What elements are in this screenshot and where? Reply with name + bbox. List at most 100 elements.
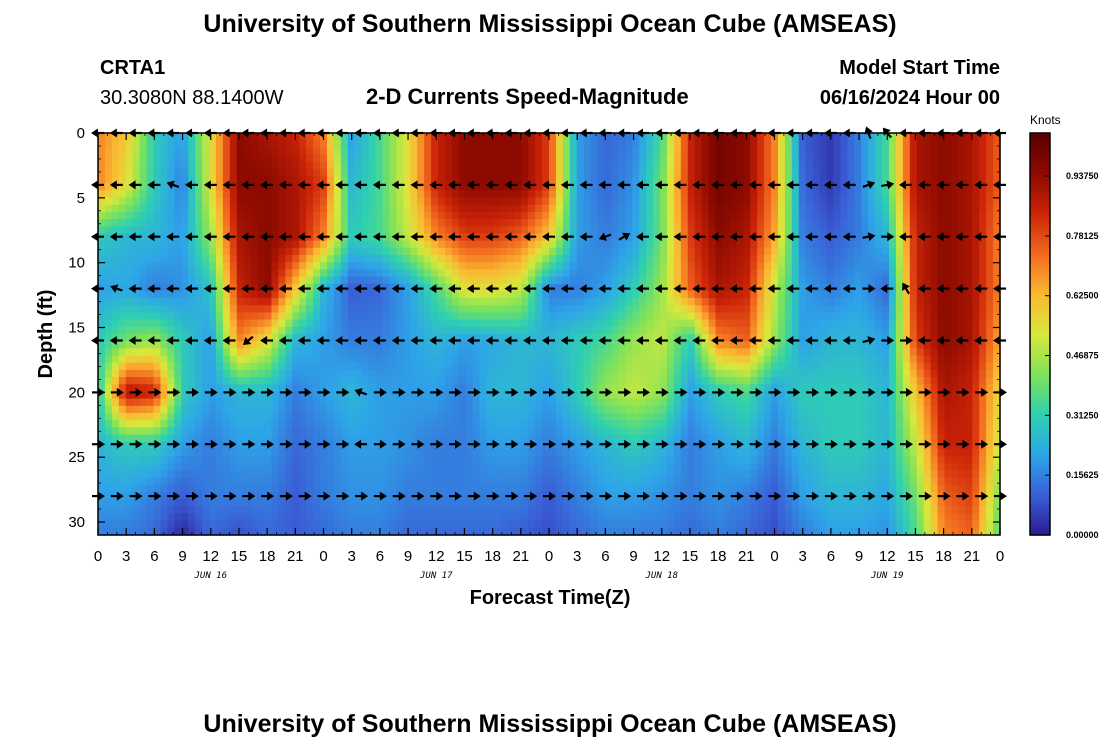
heat-cell xyxy=(930,147,939,156)
heat-cell xyxy=(625,190,633,199)
heat-cell xyxy=(868,384,876,393)
heat-cell xyxy=(590,133,599,141)
heat-cell xyxy=(382,240,391,249)
heat-cell xyxy=(819,197,828,206)
heat-cell xyxy=(882,240,890,249)
heat-cell xyxy=(313,384,321,393)
heat-cell xyxy=(979,319,987,328)
heat-cell xyxy=(937,161,946,170)
heat-cell xyxy=(701,398,710,407)
heat-cell xyxy=(306,290,314,299)
heat-cell xyxy=(569,312,578,321)
heat-cell xyxy=(160,240,168,249)
heat-cell xyxy=(562,255,571,263)
heat-cell xyxy=(750,326,758,335)
heat-cell xyxy=(153,405,162,414)
heat-cell xyxy=(236,226,245,235)
heat-cell xyxy=(278,140,286,148)
heat-cell xyxy=(979,312,987,321)
heat-cell xyxy=(278,312,286,321)
heat-cell xyxy=(944,334,953,342)
heat-cell xyxy=(819,255,828,263)
heat-cell xyxy=(320,290,328,299)
heat-cell xyxy=(784,348,793,357)
heat-cell xyxy=(930,262,939,270)
heat-cell xyxy=(354,348,363,357)
heat-cell xyxy=(111,312,120,321)
heat-cell xyxy=(243,204,252,213)
heat-cell xyxy=(784,384,793,393)
heat-cell xyxy=(535,283,543,292)
heat-cell xyxy=(549,276,557,285)
heat-cell xyxy=(354,298,363,306)
heat-cell xyxy=(174,326,182,335)
heat-cell xyxy=(618,341,626,349)
heat-cell xyxy=(326,369,335,378)
heat-cell xyxy=(417,204,425,213)
heat-cell xyxy=(139,219,148,227)
heat-cell xyxy=(104,219,113,227)
heat-cell xyxy=(458,348,467,357)
heat-cell xyxy=(417,262,425,270)
heat-cell xyxy=(673,362,682,371)
heat-cell xyxy=(555,326,564,335)
heat-cell xyxy=(181,312,189,321)
heat-cell xyxy=(902,276,911,285)
heat-cell xyxy=(299,140,307,148)
heat-cell xyxy=(306,211,314,220)
heat-cell xyxy=(285,183,293,192)
heat-cell xyxy=(285,255,293,263)
heat-cell xyxy=(375,298,384,306)
heat-cell xyxy=(354,398,363,407)
heat-cell xyxy=(389,398,397,407)
heat-cell xyxy=(493,211,502,220)
heat-cell xyxy=(472,369,481,378)
heat-cell xyxy=(375,290,384,299)
heat-cell xyxy=(757,226,765,235)
heat-cell xyxy=(660,211,668,220)
heat-cell xyxy=(354,276,363,285)
heat-cell xyxy=(486,348,495,357)
heat-cell xyxy=(812,341,821,349)
heat-cell xyxy=(764,255,772,263)
heat-cell xyxy=(236,269,245,278)
heat-cell xyxy=(500,226,508,235)
heat-cell xyxy=(771,219,779,227)
heat-cell xyxy=(104,226,113,235)
heat-cell xyxy=(493,176,502,184)
heat-cell xyxy=(833,298,842,306)
heat-cell xyxy=(500,211,508,220)
heat-cell xyxy=(812,319,821,328)
heat-cell xyxy=(694,247,703,256)
heat-cell xyxy=(729,140,737,148)
heat-cell xyxy=(195,355,203,364)
heat-cell xyxy=(639,269,647,278)
heat-cell xyxy=(167,262,175,270)
heat-cell xyxy=(923,355,932,364)
heat-cell xyxy=(840,204,848,213)
heat-cell xyxy=(257,377,266,385)
heat-cell xyxy=(771,190,779,199)
heat-cell xyxy=(146,197,155,206)
heat-cell xyxy=(514,334,522,342)
heat-cell xyxy=(410,276,418,285)
heat-cell xyxy=(167,312,175,321)
heat-cell xyxy=(243,334,252,342)
heat-cell xyxy=(888,319,897,328)
heat-cell xyxy=(944,133,953,141)
heat-cell xyxy=(215,283,224,292)
heat-cell xyxy=(583,204,592,213)
heat-cell xyxy=(403,176,411,184)
heat-cell xyxy=(181,377,189,385)
heat-cell xyxy=(264,355,273,364)
heat-cell xyxy=(611,133,619,141)
heat-cell xyxy=(375,226,384,235)
heat-cell xyxy=(604,305,613,314)
heat-cell xyxy=(222,369,231,378)
heat-cell xyxy=(729,377,737,385)
heat-cell xyxy=(389,377,397,385)
heat-cell xyxy=(465,247,474,256)
heat-cell xyxy=(743,391,751,400)
heat-cell xyxy=(812,290,821,299)
heat-cell xyxy=(257,262,266,270)
